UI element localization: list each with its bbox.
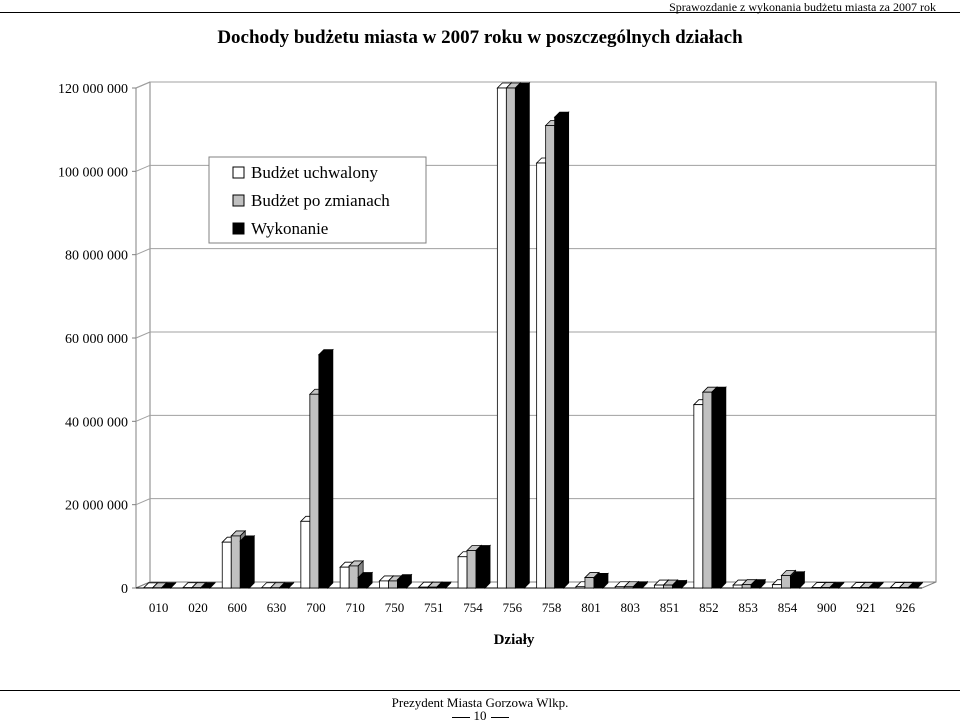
bar <box>555 117 564 588</box>
bar <box>790 577 799 588</box>
bar <box>624 587 633 588</box>
legend-swatch <box>233 223 244 234</box>
x-tick-label: 756 <box>503 600 523 615</box>
bar <box>349 566 358 588</box>
bar <box>319 355 328 588</box>
bar <box>476 551 485 589</box>
bar <box>712 392 721 588</box>
bar <box>310 394 319 588</box>
y-tick-label: 80 000 000 <box>65 249 128 264</box>
bar <box>742 585 751 588</box>
bar <box>231 536 240 588</box>
y-tick-label: 100 000 000 <box>58 165 128 180</box>
bar <box>379 581 388 588</box>
x-tick-label: 710 <box>345 600 365 615</box>
bar <box>594 578 603 588</box>
x-tick-label: 853 <box>738 600 758 615</box>
bar <box>388 581 397 588</box>
bar <box>733 585 742 588</box>
footer-divider <box>0 690 960 691</box>
bar <box>664 585 673 588</box>
bar-side <box>564 112 569 588</box>
bar <box>673 586 682 589</box>
x-tick-label: 020 <box>188 600 208 615</box>
x-tick-label: 801 <box>581 600 601 615</box>
x-axis-label: Działy <box>494 632 535 648</box>
x-tick-label: 854 <box>778 600 798 615</box>
bar <box>772 585 781 588</box>
bar <box>703 392 712 588</box>
x-tick-label: 600 <box>228 600 248 615</box>
bar <box>537 163 546 588</box>
bar <box>340 567 349 588</box>
x-tick-label: 754 <box>463 600 483 615</box>
x-tick-label: 921 <box>856 600 876 615</box>
bar-side <box>721 387 726 588</box>
legend-swatch <box>233 195 244 206</box>
bar <box>781 576 790 589</box>
x-tick-label: 700 <box>306 600 326 615</box>
bar-side <box>249 536 254 588</box>
bar <box>751 585 760 588</box>
y-tick-label: 60 000 000 <box>65 332 128 347</box>
legend-swatch <box>233 167 244 178</box>
y-tick-label: 0 <box>121 582 128 597</box>
legend-label: Budżet uchwalony <box>251 163 378 182</box>
bar-chart: 0 20 000 000 40 000 000 60 000 000 80 000 00… <box>0 0 960 690</box>
x-tick-label: 803 <box>621 600 641 615</box>
legend-label: Budżet po zmianach <box>251 191 390 210</box>
bar <box>222 542 231 588</box>
bar <box>546 126 555 589</box>
x-tick-label: 758 <box>542 600 562 615</box>
page-number-value: 10 <box>474 708 487 723</box>
y-tick-label: 40 000 000 <box>65 415 128 430</box>
bar <box>615 587 624 588</box>
bar-side <box>524 83 529 588</box>
bar <box>437 587 446 588</box>
bar <box>467 551 476 589</box>
bar <box>585 578 594 588</box>
bar-side <box>328 350 333 588</box>
bar <box>633 587 642 588</box>
bar <box>576 587 585 588</box>
bar <box>428 587 437 588</box>
bar <box>497 88 506 588</box>
bar <box>515 88 524 588</box>
x-tick-label: 630 <box>267 600 287 615</box>
x-tick-label: 900 <box>817 600 837 615</box>
x-tick-label: 852 <box>699 600 719 615</box>
x-tick-label: 751 <box>424 600 444 615</box>
y-tick-label: 20 000 000 <box>65 499 128 514</box>
bar <box>694 405 703 588</box>
bar <box>301 521 310 588</box>
bar <box>655 585 664 588</box>
y-tick-label: 120 000 000 <box>58 82 128 97</box>
bar <box>358 578 367 588</box>
bar <box>506 88 515 588</box>
x-tick-label: 926 <box>896 600 916 615</box>
x-tick-label: 851 <box>660 600 680 615</box>
bar <box>419 587 428 588</box>
bar <box>240 541 249 588</box>
bar <box>458 557 467 588</box>
legend-label: Wykonanie <box>251 219 328 238</box>
x-tick-label: 010 <box>149 600 169 615</box>
x-tick-label: 750 <box>385 600 405 615</box>
bar-side <box>485 546 490 589</box>
bar <box>397 580 406 588</box>
